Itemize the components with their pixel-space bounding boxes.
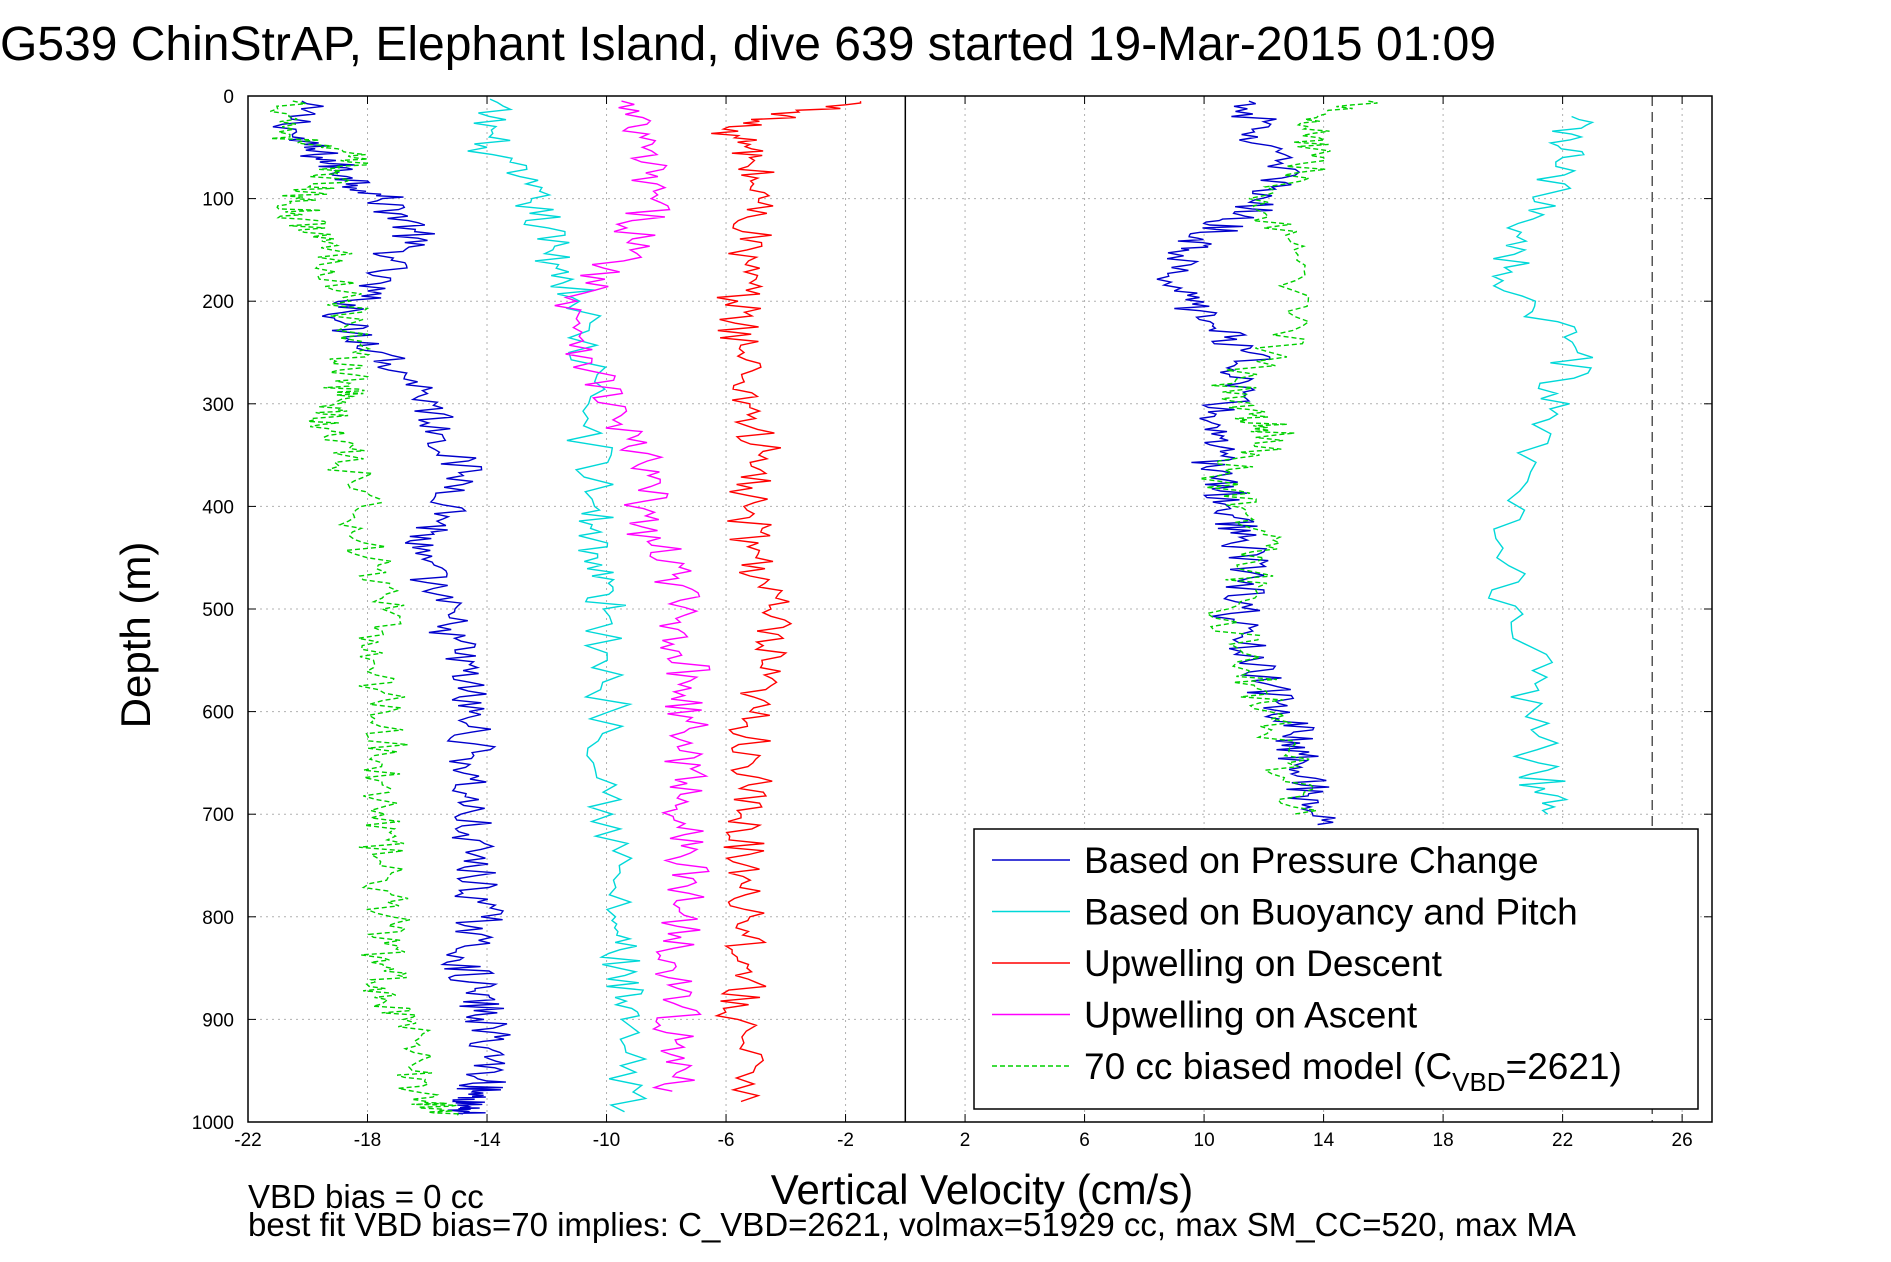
y-tick-label: 600 — [202, 703, 234, 724]
axes — [247, 95, 1713, 1123]
x-tick-label: 14 — [1313, 1130, 1335, 1151]
plot-lines — [270, 96, 1653, 1122]
legend-label: 70 cc biased model (CVBD=2621) — [1084, 1046, 1622, 1097]
legend-label-tail: =2621) — [1506, 1046, 1622, 1087]
series-line-0-0 — [272, 100, 511, 1115]
y-tick-label: 500 — [202, 600, 234, 621]
x-tick-labels: -22 -18 -14 -10 -6 -2 2 6 10 14 18 22 26 — [234, 1130, 1692, 1151]
y-tick-label: 400 — [202, 497, 234, 518]
chart-title: G539 ChinStrAP, Elephant Island, dive 63… — [0, 18, 1496, 71]
y-tick-label: 800 — [202, 908, 234, 929]
series-line-2-0 — [711, 101, 862, 1103]
x-tick-label: -2 — [837, 1130, 854, 1151]
y-tick-label: 700 — [202, 805, 234, 826]
series-line-1-0 — [467, 98, 648, 1113]
x-tick-label: -18 — [354, 1130, 381, 1151]
legend-label-main: 70 cc biased model (C — [1084, 1046, 1452, 1087]
legend-label: Upwelling on Descent — [1084, 943, 1443, 984]
legend-label: Based on Pressure Change — [1084, 840, 1539, 881]
y-tick-label: 1000 — [192, 1113, 234, 1134]
legend-box — [973, 828, 1699, 1110]
x-tick-label: 26 — [1672, 1130, 1693, 1151]
series-line-3-0 — [554, 100, 711, 1092]
series-line-4-1 — [1199, 100, 1378, 815]
y-tick-label: 300 — [202, 395, 234, 416]
x-tick-label: 22 — [1552, 1130, 1573, 1151]
series-line-1-1 — [1487, 115, 1595, 815]
series-line-4-0 — [270, 100, 461, 1116]
y-axis-label: Depth (m) — [112, 542, 159, 729]
y-tick-label: 900 — [202, 1010, 234, 1031]
y-tick-label: 100 — [202, 190, 234, 211]
series-line-0-1 — [1156, 100, 1336, 826]
x-tick-label: 2 — [960, 1130, 971, 1151]
x-tick-label: 10 — [1194, 1130, 1215, 1151]
legend-label: Based on Buoyancy and Pitch — [1084, 892, 1578, 933]
legend-label-subscript: VBD — [1452, 1067, 1505, 1097]
y-tick-labels: 0 100 200 300 400 500 600 700 800 900 1000 — [192, 87, 234, 1134]
best-fit-annotation: best fit VBD bias=70 implies: C_VBD=2621… — [248, 1206, 1576, 1243]
x-tick-label: 6 — [1079, 1130, 1090, 1151]
legend: Based on Pressure Change Based on Buoyanc… — [973, 828, 1699, 1110]
x-tick-label: 18 — [1433, 1130, 1454, 1151]
x-tick-label: -14 — [473, 1130, 501, 1151]
y-tick-label: 200 — [202, 292, 234, 313]
x-tick-label: -6 — [718, 1130, 735, 1151]
vbd-bias-annotation: VBD bias = 0 cc — [248, 1178, 484, 1215]
x-tick-label: -22 — [234, 1130, 261, 1151]
x-axis-label: Vertical Velocity (cm/s) — [771, 1166, 1193, 1213]
legend-label: Upwelling on Ascent — [1084, 995, 1418, 1036]
y-tick-label: 0 — [223, 87, 234, 108]
x-tick-label: -10 — [593, 1130, 620, 1151]
